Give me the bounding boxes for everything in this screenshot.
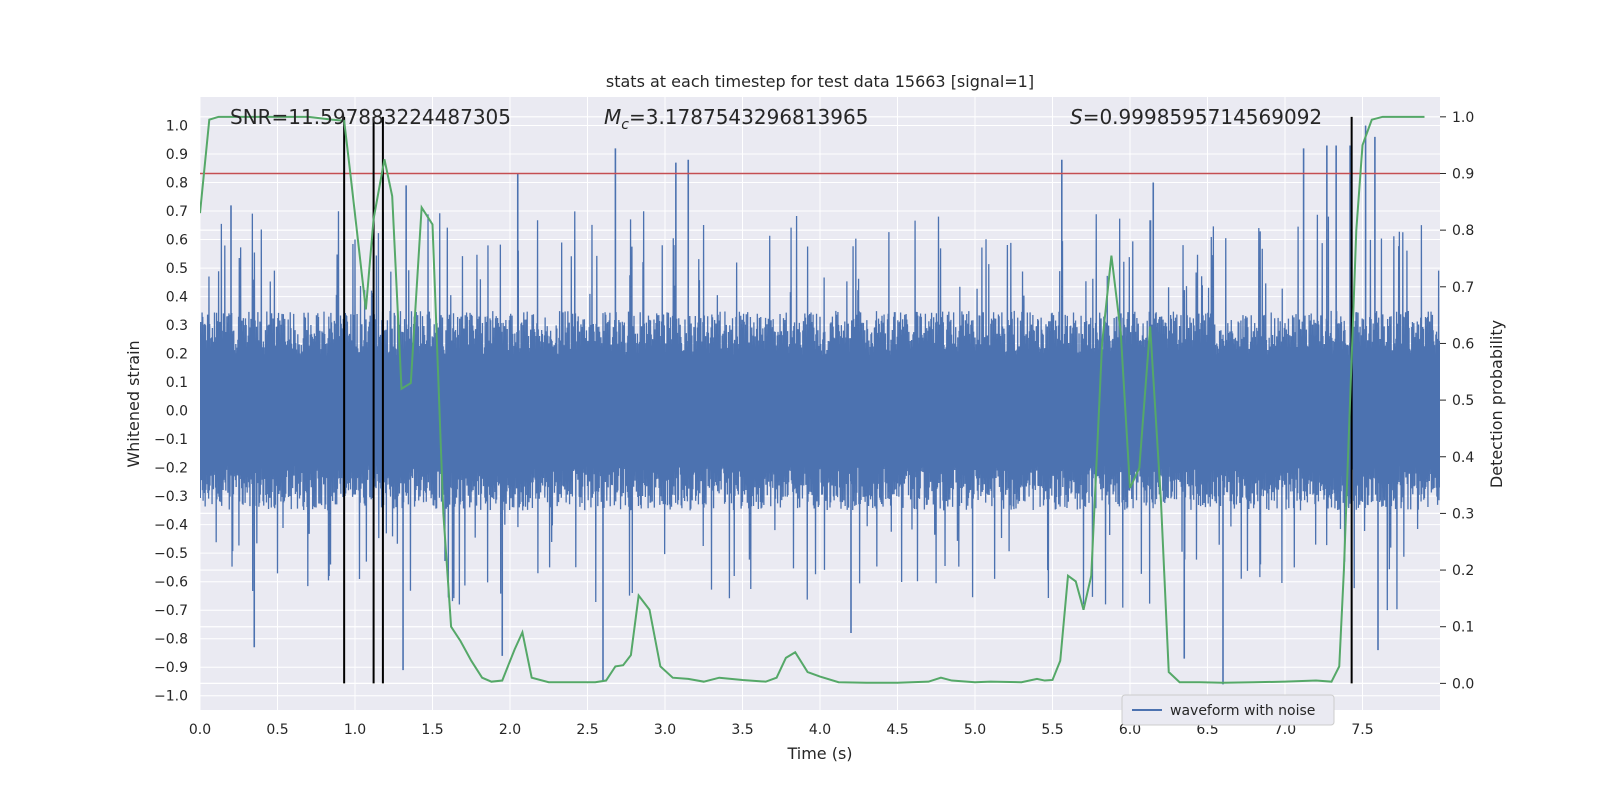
- y-tick-label: 0.3: [166, 318, 188, 334]
- y-tick-label: −0.9: [154, 660, 188, 676]
- y-tick-label: 1.0: [166, 119, 188, 135]
- y-tick-label: 0.6: [166, 233, 188, 249]
- mc-value: =3.1787543296813965: [629, 105, 868, 129]
- legend-box: [1121, 694, 1335, 726]
- snr-annotation: SNR=11.597883224487305: [230, 105, 511, 129]
- y-axis-label: Whitened strain: [124, 340, 143, 467]
- s-symbol: S: [1070, 105, 1083, 129]
- legend: waveform with noise: [1121, 694, 1335, 726]
- mc-subscript: c: [621, 117, 629, 133]
- x-tick-label: 5.5: [1041, 722, 1063, 738]
- y2-axis-label: Detection probability: [1487, 320, 1506, 488]
- y-tick-label: 0.1: [166, 375, 188, 391]
- y-tick-label: −0.1: [154, 432, 188, 448]
- s-value: =0.9998595714569092: [1083, 105, 1322, 129]
- x-tick-label: 7.5: [1351, 722, 1373, 738]
- y2-tick-label: 0.1: [1452, 620, 1474, 636]
- y2-tick-label: 0.4: [1452, 450, 1474, 466]
- y2-tick-label: 0.9: [1452, 166, 1474, 182]
- y2-axis-ticks: 1.0 0.9 0.8 0.7 0.6 0.5 0.4 0.3 0.2 0.1 0.0: [1440, 110, 1474, 692]
- y-tick-label: 0.9: [166, 147, 188, 163]
- x-tick-label: 4.5: [886, 722, 908, 738]
- y2-tick-label: 0.6: [1452, 336, 1474, 352]
- y2-tick-label: 1.0: [1452, 110, 1474, 126]
- x-tick-label: 1.5: [421, 722, 443, 738]
- marker-lines: [343, 116, 1353, 684]
- x-tick-label: 2.0: [499, 722, 521, 738]
- y-tick-label: 0.0: [166, 404, 188, 420]
- y-tick-label: 0.2: [166, 347, 188, 363]
- y2-tick-label: 0.2: [1452, 563, 1474, 579]
- mc-annotation: Mc=3.1787543296813965: [604, 105, 868, 133]
- x-tick-label: 7.0: [1274, 722, 1296, 738]
- x-axis-ticks: 0.0 0.5 1.0 1.5 2.0 2.5 3.0 3.5 4.0 4.5 5.0 5.5 6.0 6…: [189, 722, 1374, 738]
- x-tick-label: 4.0: [809, 722, 831, 738]
- legend-entry: waveform with noise: [1170, 703, 1315, 719]
- y2-tick-label: 0.7: [1452, 280, 1474, 296]
- x-tick-label: 0.5: [266, 722, 288, 738]
- probability-line: [200, 115, 1425, 684]
- waveform-series: [200, 125, 1440, 685]
- y-tick-label: −1.0: [154, 689, 188, 705]
- probability-series: [200, 115, 1425, 684]
- y-tick-label: −0.6: [154, 575, 188, 591]
- y-tick-label: −0.8: [154, 632, 188, 648]
- x-tick-label: 5.0: [964, 722, 986, 738]
- chart-title: stats at each timestep for test data 156…: [606, 72, 1034, 91]
- x-axis-label: Time (s): [786, 744, 852, 763]
- x-tick-label: 3.0: [654, 722, 676, 738]
- y2-tick-label: 0.3: [1452, 506, 1474, 522]
- y-tick-label: −0.3: [154, 489, 188, 505]
- y-tick-label: 0.4: [166, 290, 188, 306]
- y-tick-label: 0.8: [166, 176, 188, 192]
- x-tick-label: 3.5: [731, 722, 753, 738]
- x-tick-label: 1.0: [344, 722, 366, 738]
- y-tick-label: −0.7: [154, 603, 188, 619]
- y-axis-ticks: 1.0 0.9 0.8 0.7 0.6 0.5 0.4 0.3 0.2 0.1 0.0 −0.1 −0.…: [154, 119, 188, 705]
- mc-symbol: M: [604, 105, 621, 129]
- y-tick-label: −0.4: [154, 518, 188, 534]
- x-tick-label: 6.0: [1119, 722, 1141, 738]
- y2-tick-label: 0.0: [1452, 676, 1474, 692]
- y-tick-label: 0.5: [166, 261, 188, 277]
- s-annotation: S=0.9998595714569092: [1070, 105, 1322, 129]
- x-tick-label: 0.0: [189, 722, 211, 738]
- y-tick-label: −0.5: [154, 546, 188, 562]
- y2-tick-label: 0.5: [1452, 393, 1474, 409]
- y-tick-label: −0.2: [154, 461, 188, 477]
- y2-tick-label: 0.8: [1452, 223, 1474, 239]
- y-tick-label: 0.7: [166, 204, 188, 220]
- x-tick-label: 2.5: [576, 722, 598, 738]
- x-tick-label: 6.5: [1196, 722, 1218, 738]
